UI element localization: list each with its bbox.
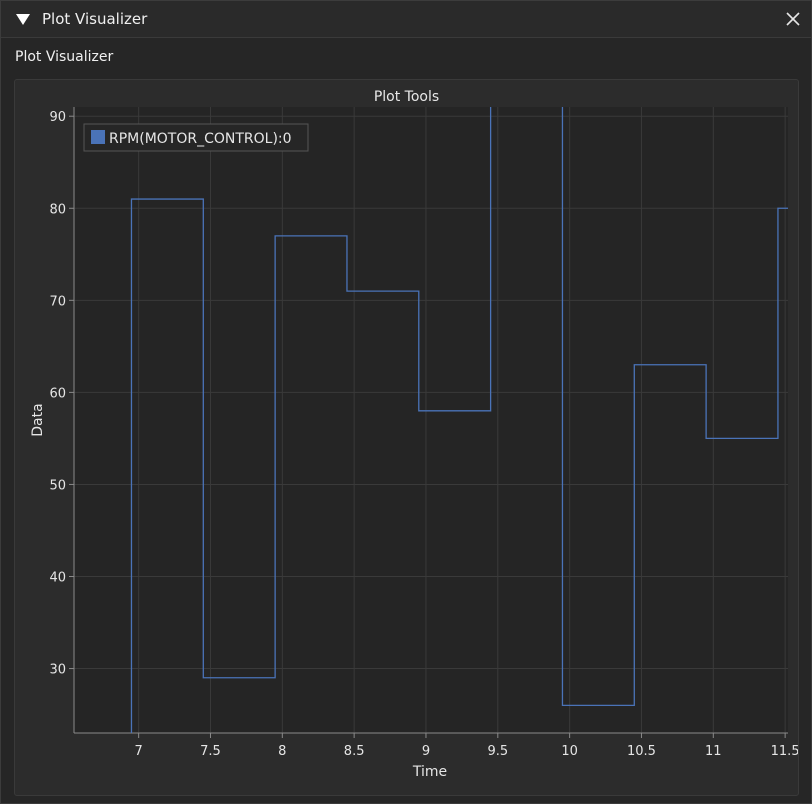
section-label: Plot Visualizer	[15, 49, 114, 65]
x-tick-label: 9	[422, 744, 430, 759]
series-line	[130, 107, 788, 733]
close-icon	[786, 12, 800, 26]
plot-area	[74, 107, 788, 733]
y-tick-label: 90	[49, 110, 66, 125]
x-tick-label: 10	[561, 744, 578, 759]
x-tick-label: 8	[278, 744, 286, 759]
y-tick-label: 80	[49, 202, 66, 217]
x-tick-label: 9.5	[487, 744, 508, 759]
y-tick-label: 60	[49, 386, 66, 401]
y-tick-label: 70	[49, 294, 66, 309]
x-tick-label: 7.5	[200, 744, 221, 759]
x-tick-label: 8.5	[344, 744, 365, 759]
plot-title: Plot Tools	[373, 89, 440, 105]
y-tick-label: 50	[49, 478, 66, 493]
x-axis-title: Time	[412, 764, 447, 780]
legend-box	[83, 123, 309, 152]
window-title: Plot Visualizer	[42, 10, 148, 28]
x-tick-label: 11	[705, 744, 722, 759]
plot-canvas[interactable]: 7 7.5 8 8.5 9 9.5 10 10.5 11 11.5 30 40 50 60 70 80 90 Ti…	[15, 80, 798, 795]
y-axis-title: Data	[30, 403, 46, 436]
close-button[interactable]	[781, 7, 805, 31]
y-tick-label: 30	[49, 663, 66, 678]
legend: RPM(MOTOR_CONTROL):0	[83, 123, 309, 152]
x-tick-label: 10.5	[627, 744, 656, 759]
window-titlebar[interactable]: Plot Visualizer	[1, 1, 811, 38]
legend-label: RPM(MOTOR_CONTROL):0	[109, 131, 292, 147]
plot-frame[interactable]: Plot Tools 7 7.5 8 8.5 9 9.5 10 10.5 11 11.5 30 40 5…	[14, 79, 799, 796]
legend-swatch	[91, 130, 105, 144]
collapse-triangle-icon[interactable]	[16, 13, 30, 25]
x-tick-label: 7	[135, 744, 143, 759]
y-tick-label: 40	[49, 571, 66, 586]
x-tick-label: 11.5	[771, 744, 798, 759]
